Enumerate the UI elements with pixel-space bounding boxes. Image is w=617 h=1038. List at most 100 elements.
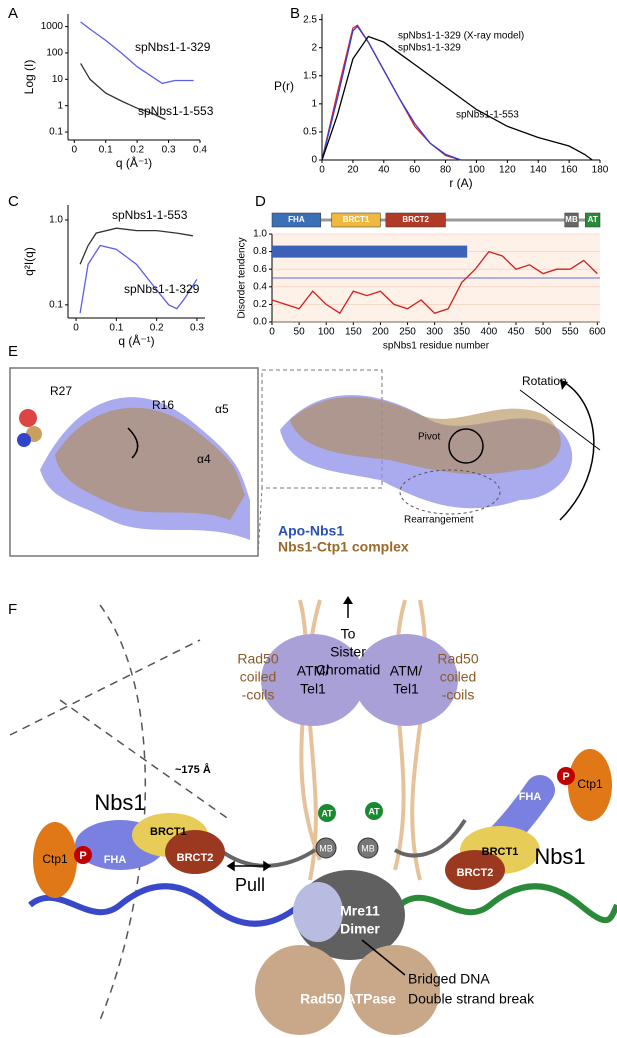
ribbon-complex [55, 407, 245, 520]
x-tick-label: 140 [530, 165, 547, 176]
phospho [19, 409, 37, 427]
label: FHA [104, 854, 127, 866]
x-tick-label: 500 [535, 327, 552, 338]
x-tick-label: 40 [378, 165, 390, 176]
y-tick-label: 0.1 [49, 127, 63, 138]
label: Double strand break [408, 991, 535, 1007]
panel-letter: B [290, 5, 300, 22]
x-tick-label: 0.1 [109, 323, 123, 334]
y-axis-label: P(r) [274, 79, 294, 93]
y-tick-label: 1.5 [303, 70, 317, 81]
y-tick-label: 2.5 [303, 14, 317, 25]
label: BRCT1 [482, 846, 519, 858]
label: AT [321, 808, 333, 818]
domain-label: BRCT2 [402, 215, 429, 224]
series-line [80, 63, 166, 121]
x-tick-label: 0.2 [130, 145, 144, 156]
y-tick-label: 0.2 [253, 299, 267, 310]
x-tick-label: 400 [481, 327, 498, 338]
arc [9, 604, 201, 1021]
x-axis-label: spNbs1 residue number [383, 341, 490, 352]
y-tick-label: 1000 [41, 21, 64, 32]
y-axis-label: q²I(q) [22, 247, 36, 276]
x-tick-label: 350 [453, 327, 470, 338]
legend-label: spNbs1-1-553 [456, 110, 519, 121]
helix-label: α4 [197, 452, 211, 466]
label: MB [361, 843, 375, 853]
label: Tel1 [300, 681, 326, 697]
x-tick-label: 0.2 [150, 323, 164, 334]
brct2 [445, 850, 505, 890]
arrow-head [343, 596, 353, 604]
label: Rad50 [437, 651, 478, 667]
disorder-line [271, 250, 598, 315]
domain [271, 212, 322, 228]
label: BRCT1 [150, 826, 187, 838]
label: Nbs1 [534, 844, 585, 869]
distance-line [59, 699, 231, 821]
x-tick-label: 0 [72, 145, 78, 156]
y-axis-label: Disorder tendency [237, 237, 248, 318]
label: FHA [519, 791, 542, 803]
mb-motif [315, 837, 337, 859]
y-tick-label: 0.0 [253, 317, 267, 328]
y-tick-label: 10 [52, 74, 64, 85]
label: Ctp1 [577, 777, 603, 791]
label: Rad50 ATPase [300, 991, 396, 1007]
legend-apo: Apo-Nbs1 [278, 523, 344, 539]
phospho [74, 846, 92, 864]
x-tick-label: 0.3 [162, 145, 176, 156]
x-tick-label: 200 [372, 327, 389, 338]
y-tick-label: 1.0 [49, 215, 63, 226]
label: ATM/ [390, 663, 423, 679]
domain [331, 212, 381, 228]
arrow-head [560, 380, 568, 390]
x-tick-label: 0.3 [190, 323, 204, 334]
legend-label: spNbs1-1-553 [138, 104, 214, 118]
label: Rad50 [237, 651, 278, 667]
y-tick-label: 0.6 [253, 264, 267, 275]
label: P [562, 771, 569, 783]
atm [354, 634, 458, 726]
pivot-circle [448, 428, 484, 464]
y-tick-label: 1 [311, 98, 317, 109]
domain-label: BRCT1 [343, 215, 370, 224]
residue-label: R16 [152, 398, 174, 412]
series-line [80, 21, 194, 85]
legend-label: spNbs1-1-329 [398, 43, 461, 54]
x-tick-label: 300 [426, 327, 443, 338]
legend-label: spNbs1-1-329 (X-ray model) [398, 31, 524, 42]
label: ATM/ [297, 663, 330, 679]
domain [585, 212, 601, 228]
x-tick-label: 180 [592, 165, 609, 176]
label: coiled [240, 669, 277, 685]
label: Mre11 [340, 903, 380, 919]
x-tick-label: 20 [347, 165, 359, 176]
panel-letter: D [255, 193, 266, 210]
domain-label: FHA [288, 215, 305, 224]
arg-arrow [127, 427, 139, 459]
y-tick-label: 0.5 [303, 127, 317, 138]
x-tick-label: 100 [318, 327, 335, 338]
y-tick-label: 0.1 [49, 299, 63, 310]
atpase [255, 945, 345, 1035]
x-tick-label: 0 [73, 323, 79, 334]
panel-letter: C [8, 193, 19, 210]
y-tick-label: 0.8 [253, 246, 267, 257]
label: BRCT2 [177, 852, 214, 864]
atm [261, 634, 365, 726]
label: -coils [442, 687, 475, 703]
y-tick-label: 1.0 [253, 229, 267, 240]
label: ~175 Å [175, 763, 211, 776]
rearrangement-label: Rearrangement [404, 515, 474, 526]
pivot-label: Pivot [418, 432, 440, 443]
helix-label: α5 [215, 402, 229, 416]
label: coiled [440, 669, 477, 685]
ordered-bar [272, 245, 468, 258]
ribbon-complex [290, 396, 561, 475]
ctp1 [568, 749, 612, 821]
x-tick-label: 0.4 [193, 145, 207, 156]
x-tick-label: 550 [562, 327, 579, 338]
